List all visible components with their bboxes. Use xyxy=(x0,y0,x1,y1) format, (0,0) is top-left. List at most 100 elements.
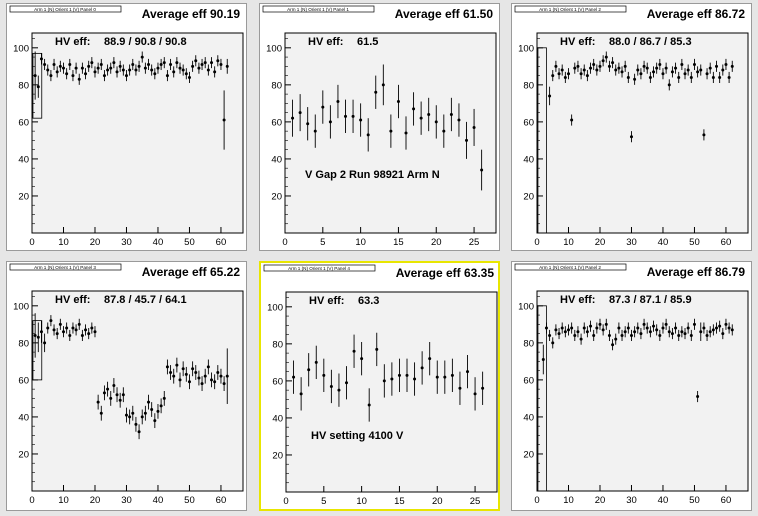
data-point xyxy=(36,85,40,89)
panel-0-chart: Arm 1 (N) Orient 1 (V) Panel 0 Average ef… xyxy=(9,5,244,248)
data-point xyxy=(566,328,570,332)
x-tick-label: 20 xyxy=(90,237,101,248)
data-point xyxy=(337,388,341,392)
y-tick-label: 40 xyxy=(272,413,283,424)
data-point xyxy=(614,68,618,72)
data-point xyxy=(611,343,615,347)
data-point xyxy=(210,61,214,65)
data-point xyxy=(61,66,65,70)
data-point xyxy=(328,120,332,124)
plot-frame xyxy=(31,290,244,492)
data-point xyxy=(344,114,348,118)
x-tick-label: 40 xyxy=(153,495,164,506)
data-point xyxy=(172,70,176,74)
data-point xyxy=(607,64,611,68)
data-point xyxy=(90,61,94,65)
x-tick-label: 5 xyxy=(321,496,326,507)
data-point xyxy=(99,62,103,66)
data-point xyxy=(705,333,709,337)
data-point xyxy=(213,70,217,74)
data-point xyxy=(298,111,302,115)
x-tick-label: 40 xyxy=(153,237,164,248)
data-point xyxy=(554,64,558,68)
data-point xyxy=(607,333,611,337)
data-point xyxy=(175,363,179,367)
data-point xyxy=(730,64,734,68)
data-point xyxy=(68,62,72,66)
panel-1[interactable]: Arm 1 (N) Orient 1 (V) Panel 1 Average ef… xyxy=(259,3,500,251)
data-point xyxy=(345,381,349,385)
panel-0[interactable]: Arm 1 (N) Orient 1 (V) Panel 0 Average ef… xyxy=(6,3,247,251)
data-point xyxy=(390,377,394,381)
average-eff-title: Average eff 86.79 xyxy=(647,265,746,279)
data-point xyxy=(645,326,649,330)
data-point xyxy=(307,368,311,372)
panel-annotation: V Gap 2 Run 98921 Arm N xyxy=(305,169,440,181)
data-point xyxy=(658,62,662,66)
x-tick-label: 60 xyxy=(216,237,227,248)
x-tick-label: 60 xyxy=(216,495,227,506)
data-point xyxy=(80,66,84,70)
data-point xyxy=(620,70,624,74)
panel-label-box xyxy=(514,5,627,13)
data-point xyxy=(115,70,119,74)
data-point xyxy=(633,77,637,81)
panel-4[interactable]: Arm 1 (N) Orient 1 (V) Panel 4 Average ef… xyxy=(259,261,500,511)
data-point xyxy=(367,403,371,407)
data-point xyxy=(674,66,678,70)
data-point xyxy=(601,328,605,332)
data-point xyxy=(292,375,296,379)
x-tick-label: 20 xyxy=(90,495,101,506)
hv-eff-values: 61.5 xyxy=(357,36,378,48)
data-point xyxy=(222,382,226,386)
x-tick-label: 10 xyxy=(58,495,69,506)
hv-eff-values: 87.8 / 45.7 / 64.1 xyxy=(104,294,187,306)
data-point xyxy=(124,74,128,78)
x-tick-label: 20 xyxy=(432,496,443,507)
data-point xyxy=(667,330,671,334)
data-point xyxy=(721,332,725,336)
data-point xyxy=(102,74,106,78)
data-point xyxy=(689,75,693,79)
x-tick-label: 50 xyxy=(184,495,195,506)
data-point xyxy=(604,322,608,326)
data-point xyxy=(321,105,325,109)
data-point xyxy=(169,62,173,66)
data-point xyxy=(351,114,355,118)
data-point xyxy=(87,332,91,336)
y-tick-label: 80 xyxy=(523,338,534,349)
panel-label-box xyxy=(262,5,375,13)
data-point xyxy=(210,378,214,382)
hv-eff-label: HV eff: xyxy=(560,36,595,48)
data-point xyxy=(162,61,166,65)
hv-eff-values: 88.0 / 86.7 / 85.3 xyxy=(609,36,692,48)
data-point xyxy=(481,386,485,390)
y-tick-label: 60 xyxy=(523,375,534,386)
data-point xyxy=(225,374,229,378)
data-point xyxy=(629,333,633,337)
panel-3[interactable]: Arm 1 (N) Orient 1 (V) Panel 3 Average ef… xyxy=(6,261,247,511)
data-point xyxy=(322,373,326,377)
data-point xyxy=(140,415,144,419)
x-tick-label: 25 xyxy=(469,237,480,248)
data-point xyxy=(150,68,154,72)
data-point xyxy=(184,72,188,76)
data-point xyxy=(178,378,182,382)
x-tick-label: 30 xyxy=(121,495,132,506)
y-tick-label: 20 xyxy=(523,191,534,202)
data-point xyxy=(557,72,561,76)
data-point xyxy=(626,75,630,79)
data-point xyxy=(683,332,687,336)
data-point xyxy=(560,68,564,72)
data-point xyxy=(159,404,163,408)
panel-5[interactable]: Arm 1 (N) Orient 1 (V) Panel 2 Average ef… xyxy=(511,261,752,511)
data-point xyxy=(33,333,37,337)
data-point xyxy=(134,68,138,72)
data-point xyxy=(65,326,69,330)
data-point xyxy=(585,330,589,334)
data-point xyxy=(121,68,125,72)
data-point xyxy=(639,332,643,336)
panel-2[interactable]: Arm 1 (N) Orient 1 (V) Panel 2 Average ef… xyxy=(511,3,752,251)
data-point xyxy=(336,100,340,104)
data-point xyxy=(589,324,593,328)
